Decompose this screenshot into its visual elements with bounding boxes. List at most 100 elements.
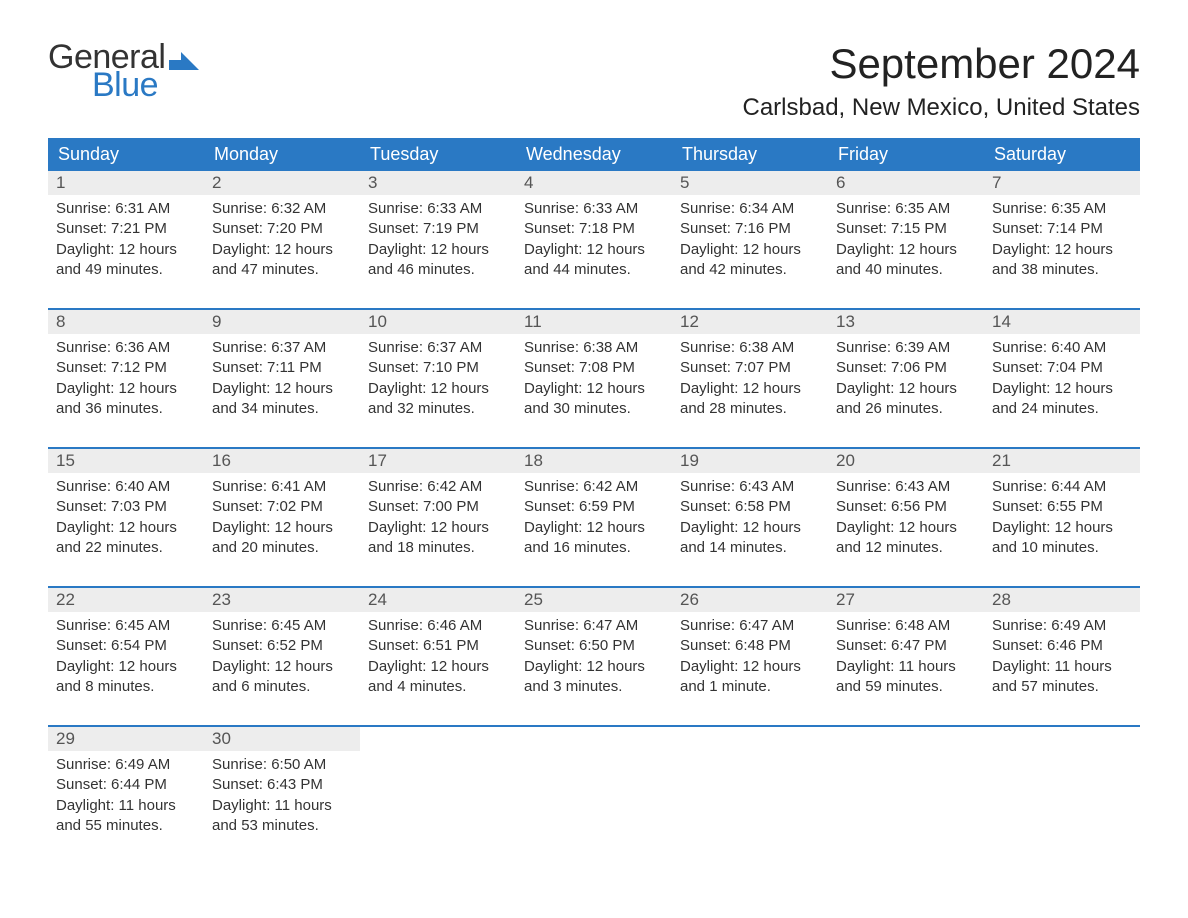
daylight-line-2: and 49 minutes.: [56, 260, 196, 280]
day-body: Sunrise: 6:42 AMSunset: 6:59 PMDaylight:…: [516, 473, 672, 586]
sunrise-line: Sunrise: 6:38 AM: [524, 338, 664, 358]
sunset-line: Sunset: 6:59 PM: [524, 497, 664, 517]
day-number: [672, 727, 828, 751]
daylight-line-2: and 40 minutes.: [836, 260, 976, 280]
sunset-line: Sunset: 7:15 PM: [836, 219, 976, 239]
daylight-line-1: Daylight: 12 hours: [212, 379, 352, 399]
daylight-line-2: and 18 minutes.: [368, 538, 508, 558]
day-number: [516, 727, 672, 751]
day-header: Thursday: [672, 138, 828, 171]
calendar-table: Sunday Monday Tuesday Wednesday Thursday…: [48, 138, 1140, 864]
sunset-line: Sunset: 7:10 PM: [368, 358, 508, 378]
daylight-line-2: and 6 minutes.: [212, 677, 352, 697]
daylight-line-1: Daylight: 12 hours: [836, 240, 976, 260]
sunrise-line: Sunrise: 6:49 AM: [992, 616, 1132, 636]
calendar-day-cell: 17Sunrise: 6:42 AMSunset: 7:00 PMDayligh…: [360, 448, 516, 587]
day-body: Sunrise: 6:36 AMSunset: 7:12 PMDaylight:…: [48, 334, 204, 447]
day-number: [984, 727, 1140, 751]
calendar-day-cell: 3Sunrise: 6:33 AMSunset: 7:19 PMDaylight…: [360, 171, 516, 309]
day-number: 1: [48, 171, 204, 195]
sunrise-line: Sunrise: 6:47 AM: [680, 616, 820, 636]
daylight-line-2: and 10 minutes.: [992, 538, 1132, 558]
day-body: Sunrise: 6:47 AMSunset: 6:50 PMDaylight:…: [516, 612, 672, 725]
day-body: Sunrise: 6:45 AMSunset: 6:54 PMDaylight:…: [48, 612, 204, 725]
sunrise-line: Sunrise: 6:33 AM: [368, 199, 508, 219]
daylight-line-1: Daylight: 11 hours: [56, 796, 196, 816]
calendar-day-cell: [828, 726, 984, 864]
sunrise-line: Sunrise: 6:43 AM: [680, 477, 820, 497]
daylight-line-1: Daylight: 12 hours: [524, 240, 664, 260]
day-body: [516, 751, 672, 783]
calendar-day-cell: 22Sunrise: 6:45 AMSunset: 6:54 PMDayligh…: [48, 587, 204, 726]
day-body: Sunrise: 6:31 AMSunset: 7:21 PMDaylight:…: [48, 195, 204, 308]
daylight-line-1: Daylight: 12 hours: [56, 240, 196, 260]
sunrise-line: Sunrise: 6:31 AM: [56, 199, 196, 219]
day-body: [828, 751, 984, 783]
sunrise-line: Sunrise: 6:44 AM: [992, 477, 1132, 497]
sunrise-line: Sunrise: 6:43 AM: [836, 477, 976, 497]
daylight-line-2: and 8 minutes.: [56, 677, 196, 697]
calendar-day-cell: 8Sunrise: 6:36 AMSunset: 7:12 PMDaylight…: [48, 309, 204, 448]
calendar-week-row: 15 Sunrise: 6:40 AMSunset: 7:03 PM Dayligh…: [48, 448, 1140, 587]
daylight-line-2: and 16 minutes.: [524, 538, 664, 558]
sunrise-line: Sunrise: 6:49 AM: [56, 755, 196, 775]
sunset-line: Sunset: 6:44 PM: [56, 775, 196, 795]
day-body: Sunrise: 6:38 AMSunset: 7:08 PMDaylight:…: [516, 334, 672, 447]
daylight-line-1: Daylight: 12 hours: [992, 240, 1132, 260]
sunset-line: Sunset: 6:48 PM: [680, 636, 820, 656]
day-body: Sunrise: 6:50 AMSunset: 6:43 PMDaylight:…: [204, 751, 360, 864]
day-body: [984, 751, 1140, 783]
day-number: 6: [828, 171, 984, 195]
daylight-line-2: and 55 minutes.: [56, 816, 196, 836]
calendar-day-cell: 4Sunrise: 6:33 AMSunset: 7:18 PMDaylight…: [516, 171, 672, 309]
calendar-day-cell: 27Sunrise: 6:48 AMSunset: 6:47 PMDayligh…: [828, 587, 984, 726]
day-number: 14: [984, 310, 1140, 334]
day-body: [672, 751, 828, 783]
calendar-day-cell: 6Sunrise: 6:35 AMSunset: 7:15 PMDaylight…: [828, 171, 984, 309]
sunset-line: Sunset: 6:52 PM: [212, 636, 352, 656]
daylight-line-2: and 12 minutes.: [836, 538, 976, 558]
day-number: 22: [48, 588, 204, 612]
calendar-day-cell: 10Sunrise: 6:37 AMSunset: 7:10 PMDayligh…: [360, 309, 516, 448]
calendar-day-cell: [360, 726, 516, 864]
day-number: 5: [672, 171, 828, 195]
day-body: Sunrise: 6:49 AMSunset: 6:46 PMDaylight:…: [984, 612, 1140, 725]
day-number: 17: [360, 449, 516, 473]
sunrise-line: Sunrise: 6:45 AM: [212, 616, 352, 636]
day-body: Sunrise: 6:35 AMSunset: 7:14 PMDaylight:…: [984, 195, 1140, 308]
calendar-day-cell: 14Sunrise: 6:40 AMSunset: 7:04 PMDayligh…: [984, 309, 1140, 448]
calendar-day-cell: 1Sunrise: 6:31 AMSunset: 7:21 PMDaylight…: [48, 171, 204, 309]
sunset-line: Sunset: 6:46 PM: [992, 636, 1132, 656]
daylight-line-1: Daylight: 12 hours: [680, 657, 820, 677]
sunset-line: Sunset: 7:02 PM: [212, 497, 352, 517]
day-body: Sunrise: 6:43 AMSunset: 6:56 PMDaylight:…: [828, 473, 984, 586]
daylight-line-1: Daylight: 12 hours: [680, 379, 820, 399]
day-number: 27: [828, 588, 984, 612]
daylight-line-2: and 32 minutes.: [368, 399, 508, 419]
daylight-line-1: Daylight: 12 hours: [368, 518, 508, 538]
daylight-line-1: Daylight: 12 hours: [524, 518, 664, 538]
day-body: Sunrise: 6:33 AMSunset: 7:19 PMDaylight:…: [360, 195, 516, 308]
daylight-line-1: Daylight: 12 hours: [368, 379, 508, 399]
calendar-day-cell: 25Sunrise: 6:47 AMSunset: 6:50 PMDayligh…: [516, 587, 672, 726]
daylight-line-1: Daylight: 12 hours: [992, 379, 1132, 399]
calendar-day-cell: 16Sunrise: 6:41 AMSunset: 7:02 PMDayligh…: [204, 448, 360, 587]
sunset-line: Sunset: 7:03 PM: [56, 497, 196, 517]
daylight-line-2: and 22 minutes.: [56, 538, 196, 558]
location-subtitle: Carlsbad, New Mexico, United States: [743, 94, 1141, 122]
sunrise-line: Sunrise: 6:40 AM: [56, 477, 196, 497]
day-body: Sunrise: 6:45 AMSunset: 6:52 PMDaylight:…: [204, 612, 360, 725]
sunset-line: Sunset: 7:19 PM: [368, 219, 508, 239]
daylight-line-2: and 44 minutes.: [524, 260, 664, 280]
calendar-week-row: 8Sunrise: 6:36 AMSunset: 7:12 PMDaylight…: [48, 309, 1140, 448]
day-number: 30: [204, 727, 360, 751]
day-number: 10: [360, 310, 516, 334]
sunrise-line: Sunrise: 6:38 AM: [680, 338, 820, 358]
daylight-line-1: Daylight: 11 hours: [992, 657, 1132, 677]
day-number: 19: [672, 449, 828, 473]
day-number: 11: [516, 310, 672, 334]
day-number: 15: [48, 449, 204, 473]
day-number: 23: [204, 588, 360, 612]
daylight-line-1: Daylight: 12 hours: [212, 518, 352, 538]
calendar-day-cell: [516, 726, 672, 864]
